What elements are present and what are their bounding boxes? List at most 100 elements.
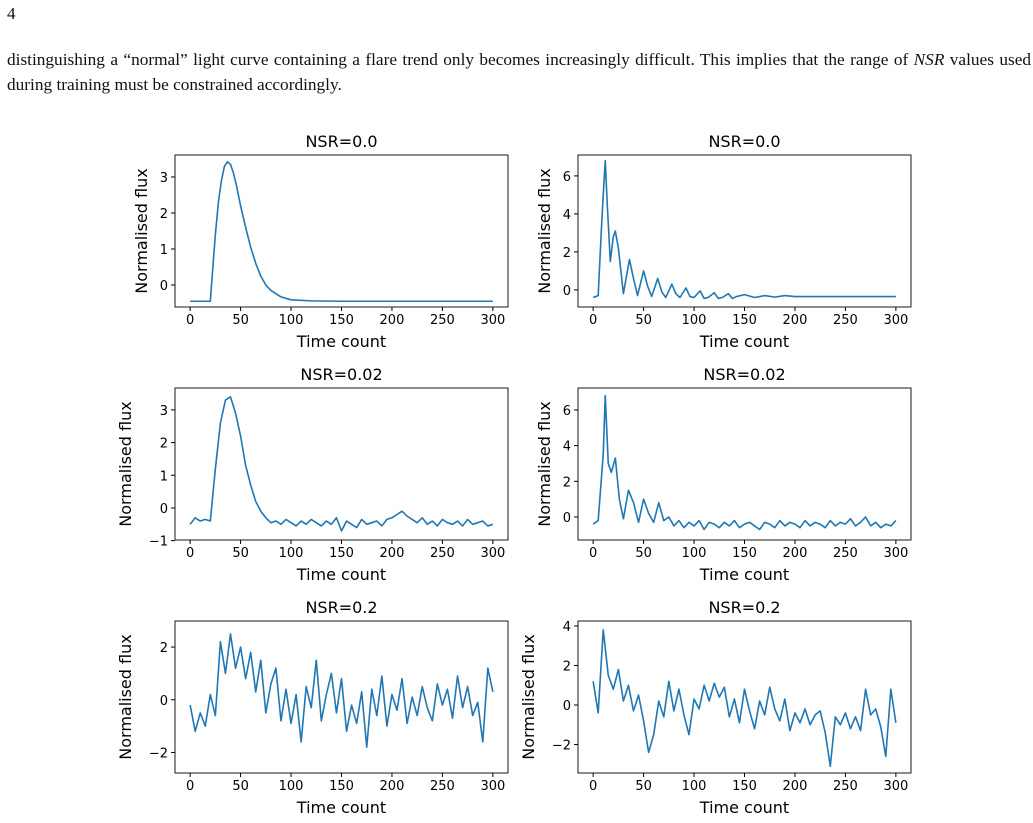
x-tick-label: 100 (279, 313, 304, 328)
x-tick-label: 0 (186, 779, 194, 794)
x-axis-label: Time count (296, 798, 386, 817)
y-tick-label: 0 (563, 699, 571, 714)
chart-title: NSR=0.2 (305, 598, 377, 617)
x-tick-label: 250 (833, 546, 858, 561)
y-tick-label: 2 (160, 437, 168, 452)
y-tick-label: 0 (160, 694, 168, 709)
x-axis-label: Time count (699, 798, 789, 817)
chart-title: NSR=0.2 (708, 598, 780, 617)
y-tick-label: 4 (563, 440, 571, 455)
y-axis-label: Normalised flux (535, 401, 554, 526)
x-tick-label: 150 (329, 546, 354, 561)
data-line (189, 396, 494, 532)
x-axis-label: Time count (296, 332, 386, 351)
x-tick-label: 100 (682, 313, 707, 328)
x-tick-label: 50 (635, 779, 652, 794)
x-tick-label: 0 (186, 313, 194, 328)
x-tick-label: 300 (883, 779, 908, 794)
x-tick-label: 250 (833, 313, 858, 328)
y-axis-label: Normalised flux (519, 634, 538, 759)
axes-frame (577, 154, 912, 308)
y-tick-label: 2 (563, 246, 571, 261)
axes-frame (577, 387, 912, 541)
data-line (592, 629, 897, 768)
y-tick-label: −2 (552, 739, 571, 754)
x-tick-label: 300 (480, 546, 505, 561)
x-tick-label: 150 (329, 313, 354, 328)
x-tick-label: 150 (732, 313, 757, 328)
chart-title: NSR=0.0 (305, 132, 377, 151)
data-line (592, 394, 897, 531)
chart-title: NSR=0.0 (708, 132, 780, 151)
data-line (189, 633, 494, 748)
x-tick-label: 200 (380, 313, 405, 328)
y-tick-label: −2 (149, 746, 168, 761)
x-tick-label: 100 (279, 779, 304, 794)
x-tick-label: 0 (589, 313, 597, 328)
y-axis-label: Normalised flux (116, 634, 135, 759)
x-tick-label: 250 (833, 779, 858, 794)
x-tick-label: 250 (430, 779, 455, 794)
text: distinguishing a “normal” light curve co… (7, 50, 914, 69)
y-tick-label: 1 (160, 469, 168, 484)
x-tick-label: 0 (589, 546, 597, 561)
paragraph: distinguishing a “normal” light curve co… (7, 47, 1031, 97)
y-tick-label: 2 (563, 475, 571, 490)
y-axis-label: Normalised flux (132, 168, 151, 293)
x-tick-label: 300 (883, 546, 908, 561)
x-tick-label: 50 (232, 546, 249, 561)
x-tick-label: 50 (232, 313, 249, 328)
x-tick-label: 150 (732, 546, 757, 561)
y-tick-label: 2 (160, 207, 168, 222)
y-tick-label: 4 (563, 208, 571, 223)
axes-frame (174, 387, 509, 541)
data-line (190, 161, 493, 303)
x-tick-label: 300 (480, 779, 505, 794)
chart-title: NSR=0.02 (703, 365, 785, 384)
x-tick-label: 200 (783, 313, 808, 328)
x-tick-label: 100 (279, 546, 304, 561)
y-tick-label: 0 (563, 511, 571, 526)
x-axis-label: Time count (296, 565, 386, 584)
x-tick-label: 50 (635, 313, 652, 328)
x-tick-label: 100 (682, 546, 707, 561)
y-tick-label: −1 (149, 535, 168, 550)
x-tick-label: 100 (682, 779, 707, 794)
x-tick-label: 250 (430, 546, 455, 561)
y-tick-label: 0 (160, 279, 168, 294)
chart-title: NSR=0.02 (300, 365, 382, 384)
x-tick-label: 300 (480, 313, 505, 328)
x-tick-label: 250 (430, 313, 455, 328)
page-number: 4 (7, 4, 16, 23)
axes-frame (174, 154, 509, 308)
x-tick-label: 300 (883, 313, 908, 328)
math: NSR (913, 50, 945, 69)
y-tick-label: 6 (563, 404, 571, 419)
data-line (592, 159, 896, 300)
y-axis-label: Normalised flux (116, 401, 135, 526)
y-tick-label: 3 (160, 171, 168, 186)
x-tick-label: 0 (186, 546, 194, 561)
y-tick-label: 0 (160, 502, 168, 517)
x-tick-label: 0 (589, 779, 597, 794)
axes-frame (577, 620, 912, 774)
y-tick-label: 2 (563, 659, 571, 674)
y-axis-label: Normalised flux (535, 168, 554, 293)
y-tick-label: 1 (160, 243, 168, 258)
x-tick-label: 200 (783, 546, 808, 561)
x-axis-label: Time count (699, 332, 789, 351)
x-tick-label: 200 (380, 779, 405, 794)
x-tick-label: 200 (783, 779, 808, 794)
y-tick-label: 3 (160, 404, 168, 419)
axes-frame (174, 620, 509, 774)
x-tick-label: 150 (732, 779, 757, 794)
y-tick-label: 6 (563, 170, 571, 185)
y-tick-label: 2 (160, 641, 168, 656)
x-tick-label: 150 (329, 779, 354, 794)
text: values used during training must be cons… (7, 50, 1032, 94)
x-tick-label: 50 (635, 546, 652, 561)
y-tick-label: 0 (563, 284, 571, 299)
x-axis-label: Time count (699, 565, 789, 584)
